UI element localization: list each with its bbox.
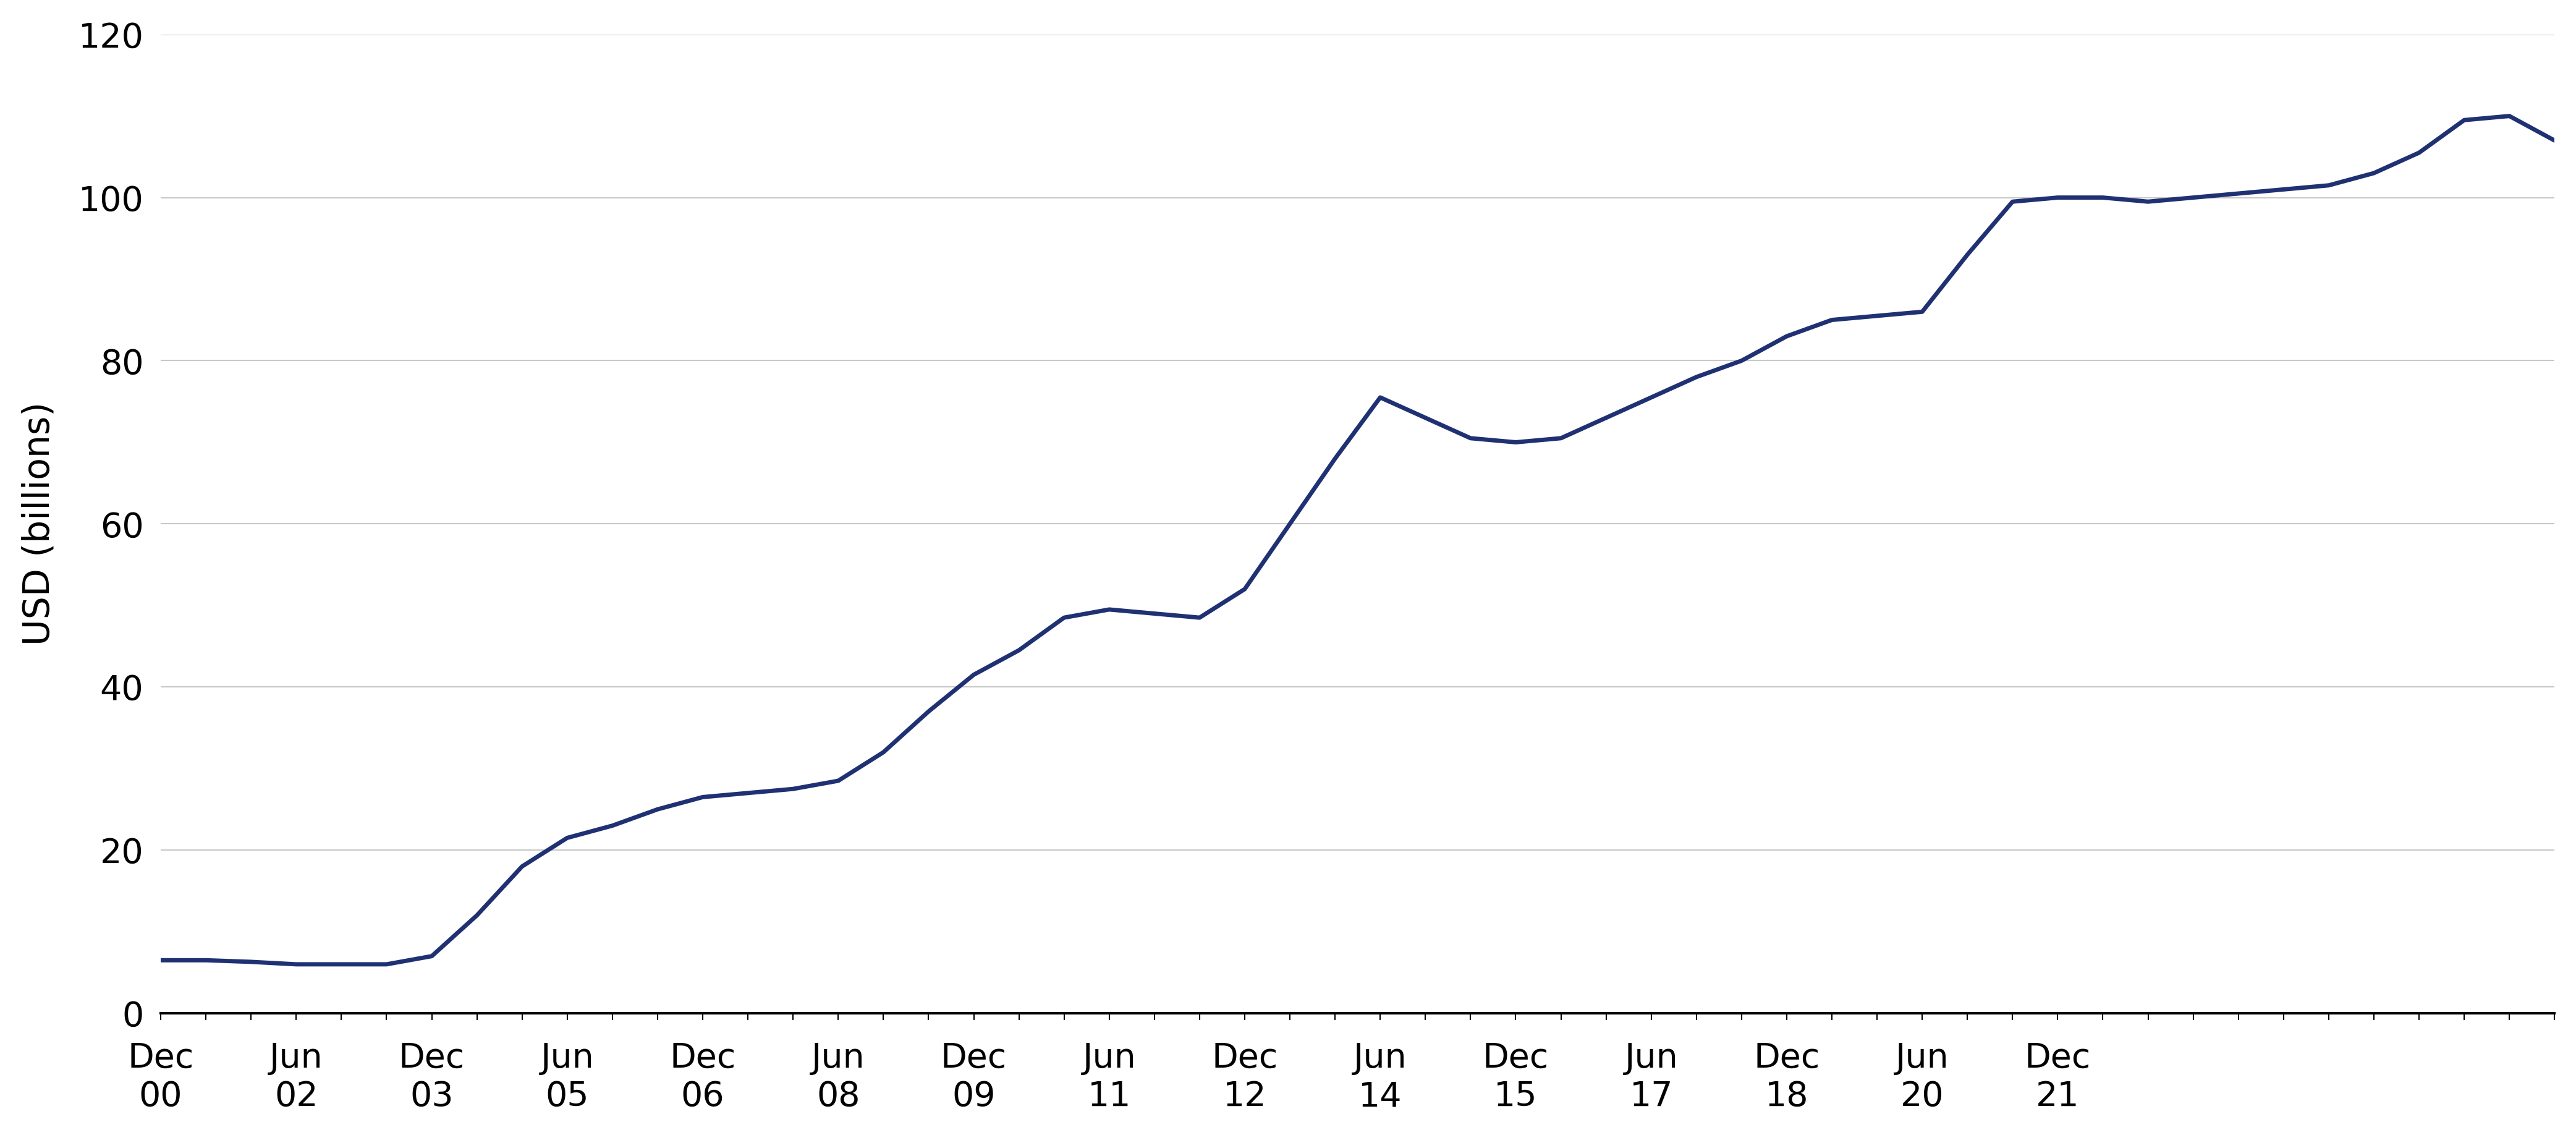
Y-axis label: USD (billions): USD (billions) — [21, 402, 57, 646]
